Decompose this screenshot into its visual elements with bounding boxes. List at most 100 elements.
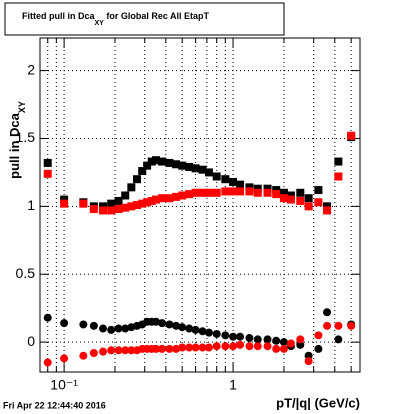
marker-square <box>172 160 181 169</box>
title-box <box>4 2 285 36</box>
marker-square <box>286 191 295 200</box>
marker-square <box>60 195 69 204</box>
marker-square <box>334 172 343 181</box>
marker-square <box>236 180 245 189</box>
marker-circle <box>279 338 288 347</box>
marker-square <box>99 206 108 215</box>
marker-square <box>127 183 136 192</box>
marker-square <box>165 158 174 167</box>
y-tick-label: 1.5 <box>16 129 36 145</box>
marker-square <box>314 198 323 207</box>
marker-circle <box>212 342 221 351</box>
marker-square <box>212 172 221 181</box>
marker-square <box>191 164 200 173</box>
marker-square <box>212 188 221 197</box>
x-tick-label: 1 <box>229 377 237 393</box>
marker-square <box>152 195 161 204</box>
marker-circle <box>198 343 207 352</box>
marker-square <box>143 161 152 170</box>
marker-square <box>296 188 305 197</box>
marker-circle <box>263 342 272 351</box>
marker-square <box>107 206 116 215</box>
marker-square <box>263 188 272 197</box>
x-tick-label: 10⁻¹ <box>50 377 78 393</box>
marker-circle <box>314 331 323 340</box>
marker-circle <box>279 344 288 353</box>
marker-square <box>272 186 281 195</box>
marker-square <box>147 196 156 205</box>
marker-square <box>229 187 238 196</box>
marker-square <box>152 156 161 165</box>
marker-square <box>347 131 356 140</box>
marker-square <box>132 175 141 184</box>
marker-square <box>185 190 194 199</box>
marker-circle <box>172 344 181 353</box>
marker-circle <box>323 321 332 330</box>
marker-circle <box>178 343 187 352</box>
marker-square <box>191 188 200 197</box>
marker-circle <box>121 324 130 333</box>
marker-square <box>43 169 52 178</box>
marker-circle <box>314 344 323 353</box>
marker-circle <box>334 321 343 330</box>
marker-circle <box>185 324 194 333</box>
marker-circle <box>99 347 108 356</box>
marker-circle <box>172 321 181 330</box>
marker-square <box>114 196 123 205</box>
marker-circle <box>323 308 332 317</box>
marker-circle <box>165 320 174 329</box>
marker-square <box>132 201 141 209</box>
marker-circle <box>185 343 194 352</box>
marker-circle <box>221 331 230 340</box>
marker-circle <box>121 346 130 355</box>
marker-square <box>79 199 88 208</box>
y-tick-label: 0 <box>27 333 35 349</box>
y-label-main: pull in Dca <box>7 112 22 179</box>
marker-square <box>272 190 281 199</box>
marker-square <box>172 192 181 201</box>
marker-square <box>114 205 123 214</box>
marker-circle <box>107 346 116 355</box>
marker-square <box>138 199 147 208</box>
marker-circle <box>79 320 88 329</box>
marker-square <box>99 202 108 211</box>
marker-square <box>245 183 254 192</box>
marker-circle <box>178 323 187 332</box>
marker-circle <box>60 354 69 363</box>
marker-square <box>178 161 187 170</box>
marker-square <box>263 184 272 193</box>
marker-circle <box>204 343 213 352</box>
marker-square <box>323 206 332 215</box>
marker-square <box>158 157 167 166</box>
marker-circle <box>286 339 295 348</box>
y-tick-label: 0.5 <box>16 265 36 281</box>
marker-circle <box>43 313 52 322</box>
marker-circle <box>60 319 69 328</box>
marker-circle <box>296 335 305 344</box>
marker-square <box>229 177 238 186</box>
marker-square <box>304 202 313 211</box>
y-label-sub: XY <box>17 101 27 113</box>
marker-square <box>304 194 313 203</box>
marker-circle <box>334 335 343 344</box>
marker-square <box>178 191 187 200</box>
title-main: Fitted pull in Dca <box>22 11 95 21</box>
marker-square <box>286 195 295 204</box>
marker-circle <box>152 317 161 326</box>
marker-square <box>204 168 213 177</box>
marker-circle <box>245 334 254 343</box>
marker-circle <box>43 358 52 367</box>
y-axis-label: pull in DcaXY <box>7 101 27 179</box>
marker-square <box>245 187 254 196</box>
marker-square <box>89 205 98 214</box>
marker-circle <box>212 329 221 338</box>
marker-square <box>121 203 130 212</box>
marker-square <box>334 157 343 166</box>
chart-title: Fitted pull in DcaXY for Global Rec All … <box>22 11 210 26</box>
x-axis-label: pT/|q| (GeV/c) <box>276 395 360 410</box>
marker-square <box>296 196 305 205</box>
marker-square <box>204 188 213 197</box>
marker-square <box>221 175 230 184</box>
